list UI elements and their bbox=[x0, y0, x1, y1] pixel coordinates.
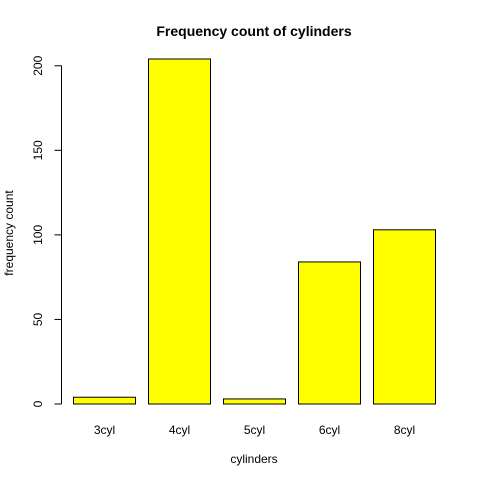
chart-title: Frequency count of cylinders bbox=[156, 23, 351, 39]
x-tick-labels: 3cyl 4cyl 5cyl 6cyl 8cyl bbox=[94, 423, 415, 437]
bar-5cyl bbox=[223, 398, 286, 405]
y-tick-label: 100 bbox=[31, 225, 45, 245]
x-tick-label: 3cyl bbox=[94, 423, 115, 437]
x-tick-label: 5cyl bbox=[244, 423, 265, 437]
bars-group bbox=[73, 58, 436, 405]
y-tick-label: 200 bbox=[31, 55, 45, 75]
x-axis-label: cylinders bbox=[230, 452, 277, 466]
bar-8cyl bbox=[373, 229, 436, 405]
y-axis: 0 50 100 150 200 bbox=[31, 55, 62, 407]
y-axis-label: frequency count bbox=[2, 190, 16, 276]
bar-6cyl bbox=[298, 261, 361, 405]
x-tick-label: 6cyl bbox=[319, 423, 340, 437]
x-tick-label: 4cyl bbox=[169, 423, 190, 437]
x-tick-label: 8cyl bbox=[394, 423, 415, 437]
bar-4cyl bbox=[148, 58, 211, 405]
bar-3cyl bbox=[73, 396, 136, 405]
y-tick-label: 50 bbox=[31, 312, 45, 326]
y-tick-label: 0 bbox=[31, 400, 45, 407]
y-tick-label: 150 bbox=[31, 140, 45, 160]
